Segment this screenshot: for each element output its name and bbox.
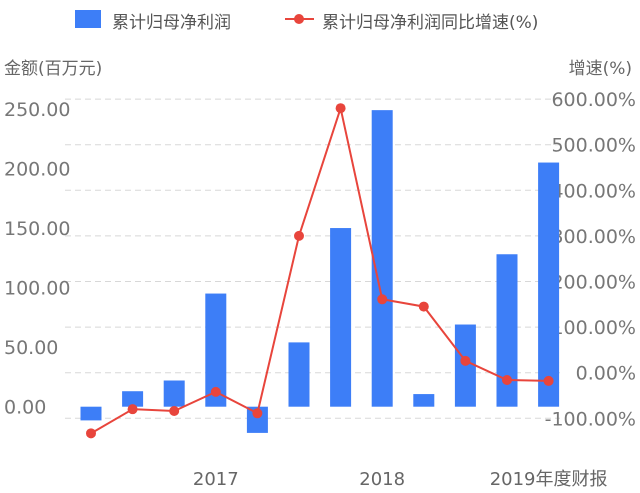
bar <box>205 293 227 407</box>
y-left-tick: 50.00 <box>4 337 58 359</box>
legend-line-label[interactable]: 累计归母净利润同比增速(%) <box>322 13 539 33</box>
y-left-tick: 100.00 <box>4 278 70 300</box>
bar <box>538 162 560 407</box>
line-point <box>294 230 304 241</box>
line-point <box>169 406 180 417</box>
y-right-tick: 400.00% <box>551 180 636 202</box>
bar <box>80 406 102 421</box>
line-point <box>252 408 263 419</box>
line-point <box>502 374 512 385</box>
bar <box>163 380 185 407</box>
legend-marks <box>75 10 314 28</box>
line-point <box>86 428 96 439</box>
x-tick-label: 2017 <box>193 469 239 490</box>
bar <box>371 110 393 407</box>
line-point <box>210 386 221 397</box>
y-left-title: 金额(百万元) <box>4 59 103 79</box>
growth-line <box>90 104 549 435</box>
y-right-tick: 600.00% <box>551 89 636 111</box>
bar <box>496 254 518 407</box>
line-point <box>543 375 554 386</box>
y-right-title: 增速(%) <box>568 59 632 79</box>
y-right-tick: 0.00% <box>576 363 636 385</box>
legend-bar-swatch <box>75 10 101 28</box>
line-point <box>460 355 471 366</box>
bar <box>288 342 310 407</box>
bar <box>330 228 352 407</box>
bar <box>246 406 268 433</box>
line-point <box>377 294 388 305</box>
line-point <box>127 404 138 415</box>
x-tick-label: 2019年度财报 <box>490 469 608 490</box>
y-left-tick: 150.00 <box>4 218 70 240</box>
y-right-tick: 500.00% <box>551 135 636 157</box>
y-left-tick: 0.00 <box>4 397 46 419</box>
y-left-tick: 200.00 <box>4 159 70 181</box>
y-right-tick: 200.00% <box>551 272 636 294</box>
bar <box>122 391 144 407</box>
x-tick-label: 2018 <box>359 469 405 490</box>
line-point <box>418 301 429 312</box>
legend-bar-label[interactable]: 累计归母净利润 <box>112 13 231 33</box>
y-left-tick: 250.00 <box>4 99 70 121</box>
y-right-tick: 300.00% <box>551 226 636 248</box>
line-point <box>335 103 346 114</box>
legend-line-dot <box>294 14 304 24</box>
bar <box>413 394 435 407</box>
y-right-tick: 100.00% <box>551 317 636 339</box>
y-right-tick: -100.00% <box>545 408 636 430</box>
